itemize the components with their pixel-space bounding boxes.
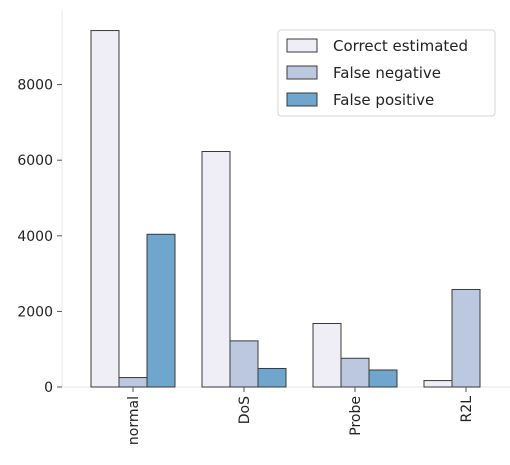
bar-normal-false-negative bbox=[118, 377, 148, 388]
bar-probe-correct-estimated bbox=[312, 322, 342, 388]
y-tick-label: 8000 bbox=[17, 78, 53, 94]
bar-probe-false-positive bbox=[368, 369, 398, 388]
legend-swatch-false-positive bbox=[286, 92, 318, 107]
y-tick-label: 2000 bbox=[17, 304, 53, 320]
bar-dos-false-negative bbox=[229, 340, 259, 388]
bar-dos-false-positive bbox=[257, 367, 287, 388]
x-tick-label-dos: DoS bbox=[237, 396, 253, 424]
legend-swatch-correct-estimated bbox=[286, 38, 318, 53]
legend-label-correct-estimated: Correct estimated bbox=[333, 37, 468, 55]
x-tick-label-probe: Probe bbox=[348, 396, 364, 436]
y-tick-label: 0 bbox=[44, 380, 53, 396]
y-axis-ticks: 0 2000 4000 6000 8000 bbox=[17, 78, 62, 396]
legend-label-false-negative: False negative bbox=[333, 64, 441, 82]
bar-normal-correct-estimated bbox=[90, 30, 120, 388]
bar-dos-correct-estimated bbox=[201, 151, 231, 388]
legend-swatch-false-negative bbox=[286, 65, 318, 80]
y-tick-label: 6000 bbox=[17, 153, 53, 169]
legend-box bbox=[277, 29, 496, 117]
y-tick-label: 4000 bbox=[17, 229, 53, 245]
legend: Correct estimated False negative False pos… bbox=[277, 29, 496, 117]
x-axis-ticks: normal DoS Probe R2L bbox=[126, 387, 475, 445]
x-tick-label-r2l: R2L bbox=[459, 396, 475, 423]
bar-probe-false-negative bbox=[340, 357, 370, 388]
bar-normal-false-positive bbox=[146, 233, 176, 388]
bar-r2l-false-negative bbox=[451, 288, 481, 388]
legend-label-false-positive: False positive bbox=[333, 91, 434, 109]
x-tick-label-normal: normal bbox=[126, 396, 142, 445]
bar-r2l-correct-estimated bbox=[423, 380, 453, 388]
bars bbox=[90, 30, 481, 388]
